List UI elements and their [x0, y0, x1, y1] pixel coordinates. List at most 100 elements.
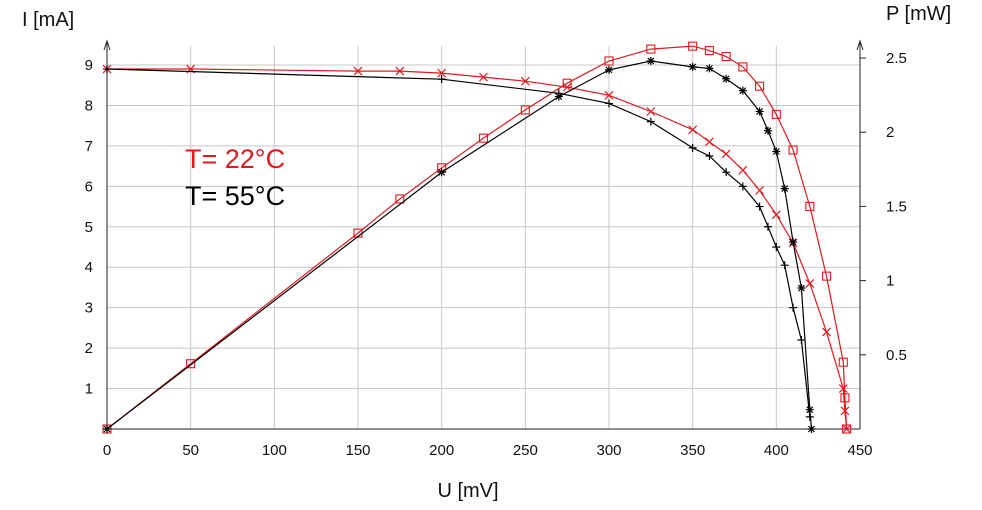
y-left-tick-label: 3	[85, 300, 93, 317]
series-line	[106, 45, 848, 430]
data-point-star	[103, 425, 111, 433]
data-point-x	[755, 185, 765, 195]
data-point-x	[822, 327, 831, 337]
data-point-star	[554, 92, 563, 101]
series-line	[107, 68, 848, 430]
data-point-plus	[763, 222, 772, 231]
y-right-tick-label: 2.5	[886, 50, 907, 67]
data-point-star	[646, 56, 655, 65]
data-point-star	[780, 184, 789, 193]
data-point-star	[772, 147, 781, 156]
data-point-square	[805, 201, 815, 211]
data-point-plus	[605, 99, 613, 108]
data-point-square	[562, 78, 572, 88]
data-point-square	[721, 51, 731, 62]
data-point-square	[688, 41, 698, 51]
data-point-x	[437, 68, 447, 78]
data-point-square	[604, 56, 614, 66]
data-point-square	[755, 81, 765, 91]
x-tick-label: 100	[262, 442, 287, 459]
data-point-square	[186, 359, 196, 369]
data-point-square	[395, 194, 405, 204]
data-point-x	[842, 424, 852, 434]
x-tick-label: 50	[182, 442, 199, 459]
data-point-star	[688, 62, 697, 71]
data-point-plus	[688, 143, 697, 152]
data-point-star	[705, 64, 714, 73]
data-point-star	[805, 405, 814, 414]
data-point-x	[704, 137, 714, 147]
y-right-tick-label: 2	[886, 124, 894, 141]
data-point-star	[807, 425, 816, 433]
series-line	[106, 60, 813, 430]
data-point-square	[842, 424, 852, 434]
y-left-tick-label: 1	[85, 381, 93, 398]
data-point-x	[395, 66, 405, 76]
data-point-star	[605, 65, 613, 74]
x-tick-label: 400	[764, 442, 789, 459]
x-axis-title: U [mV]	[437, 480, 498, 502]
y-right-tick-label: 0.5	[886, 347, 907, 364]
data-point-x	[479, 72, 488, 82]
series-layer	[102, 41, 852, 434]
x-tick-label: 300	[596, 442, 621, 459]
data-point-square	[738, 62, 748, 72]
grid	[107, 46, 861, 429]
data-point-star	[738, 86, 747, 95]
data-point-square	[646, 44, 656, 54]
series-3	[103, 65, 814, 421]
data-point-plus	[646, 117, 655, 126]
y-left-tick-label: 6	[85, 178, 93, 195]
x-tick-label: 450	[847, 442, 872, 459]
y-left-tick-label: 5	[85, 219, 93, 236]
data-point-plus	[738, 182, 747, 191]
data-point-plus	[437, 75, 446, 84]
data-point-x	[604, 90, 614, 100]
y-right-tick-label: 1	[886, 273, 894, 290]
data-point-plus	[797, 336, 806, 345]
data-point-x	[838, 384, 848, 393]
data-point-x	[771, 210, 781, 220]
data-point-star	[763, 126, 772, 135]
data-point-star	[755, 107, 764, 116]
data-point-square	[771, 109, 781, 119]
data-point-plus	[755, 202, 764, 211]
data-point-square	[520, 105, 530, 115]
x-tick-label: 200	[429, 442, 454, 459]
series-line	[106, 68, 811, 417]
y-left-tick-label: 4	[85, 259, 93, 276]
series-4	[103, 56, 816, 433]
axes	[103, 39, 866, 430]
y-axis-left-title: I [mA]	[22, 9, 74, 31]
data-point-plus	[789, 303, 798, 312]
x-tick-label: 250	[513, 442, 538, 459]
data-point-x	[805, 278, 815, 288]
data-point-star	[789, 238, 798, 247]
x-tick-label: 0	[103, 442, 111, 459]
data-point-square	[788, 145, 798, 155]
data-point-plus	[780, 261, 789, 270]
data-point-x	[646, 107, 656, 116]
data-point-x	[688, 125, 698, 135]
series-1	[102, 64, 852, 434]
data-point-x	[353, 66, 363, 76]
data-point-star	[797, 284, 806, 293]
y-right-tick-label: 1.5	[886, 198, 907, 215]
data-point-x	[520, 76, 530, 86]
y-axis-right-title: P [mW]	[886, 3, 951, 25]
data-point-square	[838, 357, 848, 367]
legend-entry-55c: T= 55°C	[185, 181, 285, 211]
y-left-tick-label: 7	[85, 138, 93, 155]
y-axis-left-arrow	[103, 39, 111, 51]
data-point-square	[478, 133, 489, 143]
data-point-star	[722, 74, 731, 83]
tick-labels: 0 50 100 150 200 250 300 350 400 450 1 2 3 4 5 6 7 8 9 0.5 1…	[85, 50, 907, 459]
data-point-star	[437, 168, 446, 177]
y-left-tick-label: 8	[85, 97, 93, 114]
data-point-plus	[722, 168, 731, 177]
data-point-x	[840, 406, 850, 416]
data-point-x	[721, 149, 731, 159]
y-left-tick-label: 9	[85, 57, 93, 74]
